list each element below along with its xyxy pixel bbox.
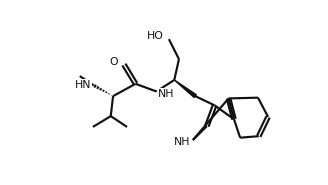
Polygon shape <box>174 80 196 97</box>
Text: HO: HO <box>147 31 164 41</box>
Text: O: O <box>110 57 118 67</box>
Text: NH: NH <box>158 89 174 99</box>
Text: HN: HN <box>75 80 92 90</box>
Text: NH: NH <box>174 137 191 147</box>
